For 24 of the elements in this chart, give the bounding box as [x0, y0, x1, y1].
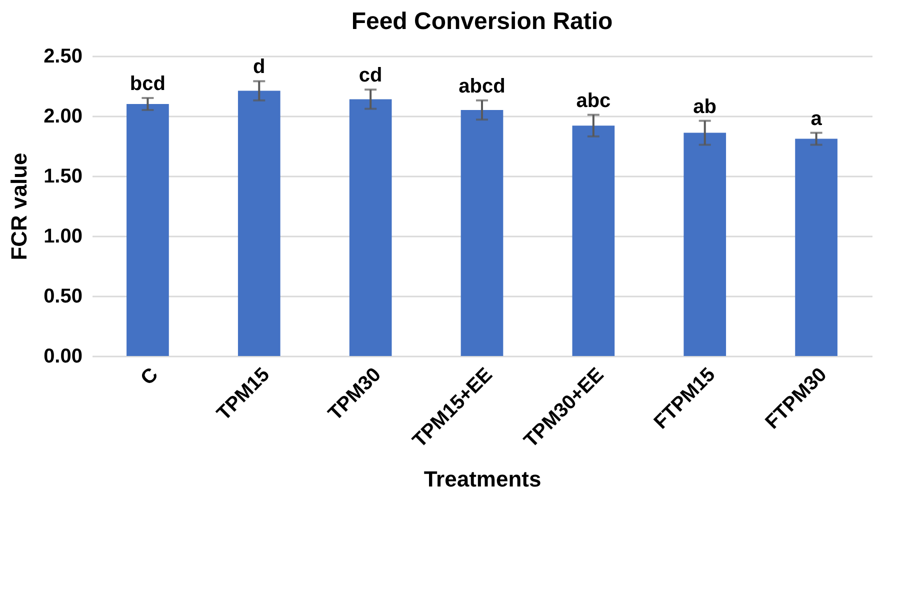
annotation: d — [253, 56, 266, 78]
annotation: a — [810, 108, 823, 130]
x-axis-title: Treatments — [424, 466, 542, 492]
bar — [349, 99, 392, 356]
bar — [684, 132, 726, 356]
y-tick-label: 1.00 — [44, 226, 82, 248]
annotation: abcd — [458, 75, 506, 98]
bar — [460, 110, 504, 356]
y-tick-label: 2.50 — [44, 46, 82, 68]
bar — [126, 104, 169, 356]
annotation: ab — [693, 96, 717, 118]
bar — [795, 138, 838, 356]
annotation: abc — [576, 90, 611, 112]
y-tick-label: 2.00 — [44, 106, 82, 128]
bar — [238, 90, 280, 356]
bar — [572, 126, 615, 356]
annotation: bcd — [130, 73, 166, 95]
y-axis-title: FCR value — [6, 152, 32, 260]
y-tick-label: 0.50 — [44, 286, 82, 308]
y-tick-label: 0.00 — [44, 346, 82, 368]
chart-title: Feed Conversion Ratio — [351, 8, 613, 35]
annotation: cd — [358, 64, 382, 87]
x-tick-label: C — [136, 364, 163, 390]
y-tick-label: 1.50 — [44, 166, 82, 188]
